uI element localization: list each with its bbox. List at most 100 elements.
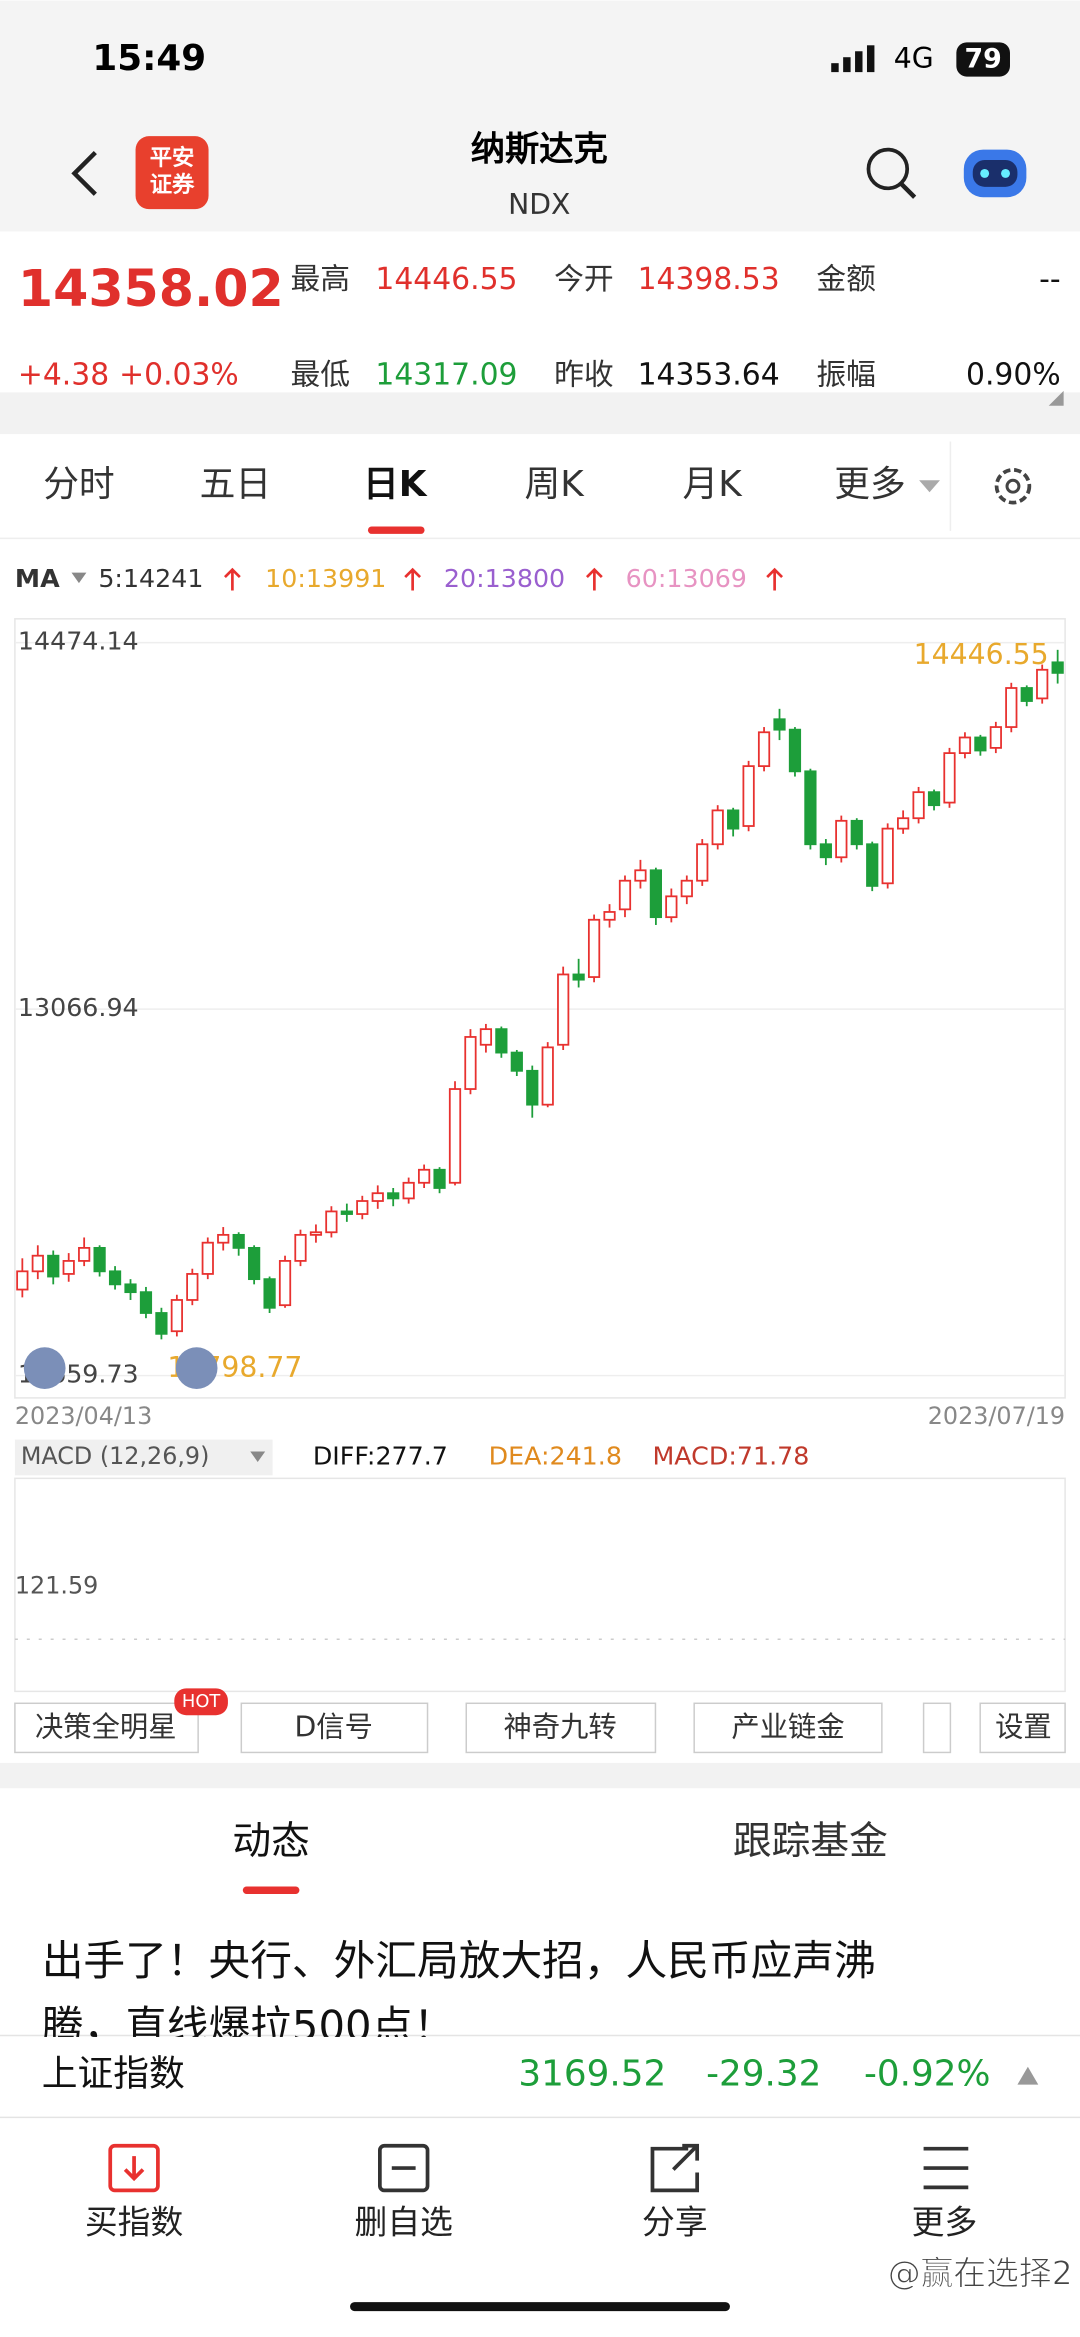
macd-diff: DIFF:277.7 [313, 1440, 448, 1470]
candle-body [356, 1200, 369, 1215]
macd-value: MACD:71.78 [652, 1440, 809, 1470]
signal [831, 45, 875, 73]
candle-body [1020, 687, 1033, 702]
expand-arrow[interactable] [1017, 2066, 1039, 2085]
candle-body [850, 819, 863, 846]
search-icon[interactable] [866, 147, 910, 191]
field-value: 0.90% [966, 358, 1061, 393]
bottom-bg [0, 2036, 1080, 2337]
candle-body [232, 1233, 245, 1249]
change: +4.38 [18, 358, 109, 393]
candle-body [881, 827, 894, 885]
field-label: 今开 [554, 262, 614, 297]
tab[interactable]: 五日 [200, 464, 271, 505]
candle-body [93, 1246, 106, 1273]
tab-active[interactable]: 日K [363, 464, 428, 505]
quote-bg [0, 231, 1080, 393]
macd-selector[interactable] [14, 1439, 273, 1476]
dropdown-arrow [71, 572, 87, 584]
ma-items: 5:14241 10:13991 20:13800 60:13069 [98, 563, 747, 593]
assistant-eye [980, 168, 990, 178]
tool-label: 决策全明星 [35, 1711, 177, 1744]
ticker-price: 3169.52 [518, 2054, 666, 2095]
ticker-name[interactable]: 上证指数 [42, 2054, 185, 2095]
tool-button[interactable] [240, 1702, 429, 1754]
search-icon [899, 182, 917, 199]
tab[interactable]: 周K [525, 464, 586, 505]
nav-label[interactable]: 分享 [642, 2204, 708, 2242]
tool-label: 神奇九转 [504, 1711, 617, 1744]
candle-body [263, 1278, 276, 1309]
price: 14358.02 [18, 259, 284, 318]
up-arrows [223, 567, 784, 591]
logo [135, 136, 209, 210]
candle-body [62, 1260, 75, 1275]
candle-body [387, 1192, 400, 1200]
x-start-label: 2023/04/13 [15, 1402, 152, 1430]
macd-frame [14, 1477, 1066, 1693]
tool-button[interactable] [979, 1702, 1066, 1754]
news-tab[interactable]: 跟踪基金 [733, 1819, 888, 1864]
candle-body [139, 1291, 153, 1314]
candle-body [278, 1260, 292, 1307]
candle-body [727, 809, 740, 830]
tab[interactable]: 分时 [43, 464, 115, 505]
news-headline[interactable]: 出手了！央行、外汇局放大招，人民币应声沸 [42, 1936, 876, 1985]
news-tab-indicator [242, 1886, 300, 1894]
nav-label[interactable]: 更多 [912, 2204, 978, 2242]
tool-label: 产业链金 [731, 1711, 844, 1744]
field-label: 最低 [290, 358, 350, 393]
nav-label[interactable]: 删自选 [355, 2204, 453, 2242]
candle-body [541, 1046, 554, 1106]
settings-icon [1005, 478, 1021, 494]
candle-body [155, 1312, 168, 1335]
candle-body [417, 1168, 431, 1184]
settings-icon[interactable] [994, 467, 1032, 505]
tool-button[interactable] [14, 1702, 199, 1754]
candle-body [124, 1283, 137, 1294]
macd-dea: DEA:241.8 [489, 1440, 622, 1470]
ma-label: MA [15, 563, 60, 593]
tab[interactable]: 更多 [834, 464, 906, 505]
battery [956, 42, 1010, 77]
field-label: 昨收 [554, 358, 614, 393]
nav-icon [378, 2143, 430, 2193]
candle-body [248, 1246, 261, 1281]
candle-body [927, 791, 941, 807]
field-value: 14446.55 [375, 262, 517, 297]
tool-label: D信号 [294, 1711, 372, 1744]
ticker-pct: -0.92% [864, 2054, 990, 2095]
candle-body [31, 1254, 44, 1273]
candle-body [989, 726, 1002, 749]
candle-body [649, 869, 663, 919]
candle-body [773, 718, 786, 731]
candle-body [912, 791, 925, 820]
gap [0, 392, 1080, 435]
nav-label[interactable]: 买指数 [85, 2204, 183, 2242]
candle-body [572, 973, 585, 981]
candle-body [464, 1036, 477, 1090]
macd-label: MACD (12,26,9) [21, 1442, 210, 1470]
candle-body [835, 819, 848, 859]
candle-body [557, 973, 570, 1046]
back-button[interactable] [71, 150, 97, 196]
candle-body [170, 1299, 183, 1333]
candle-body [866, 843, 879, 887]
candle-body [711, 809, 724, 846]
dropdown-arrow [919, 480, 940, 493]
field-value: 14398.53 [638, 262, 780, 297]
hot-badge [174, 1688, 228, 1716]
candle-body [897, 817, 910, 830]
tab[interactable]: 月K [682, 464, 743, 505]
candle-body [696, 843, 709, 882]
candle-body [618, 879, 632, 911]
news-tab-active[interactable]: 动态 [232, 1819, 309, 1864]
zoom-button[interactable] [175, 1347, 218, 1389]
tool-button[interactable] [465, 1702, 657, 1754]
time: 15:49 [92, 38, 206, 79]
tool-button[interactable] [693, 1702, 883, 1754]
expand-button[interactable] [23, 1347, 66, 1389]
tool-button[interactable] [922, 1702, 952, 1754]
